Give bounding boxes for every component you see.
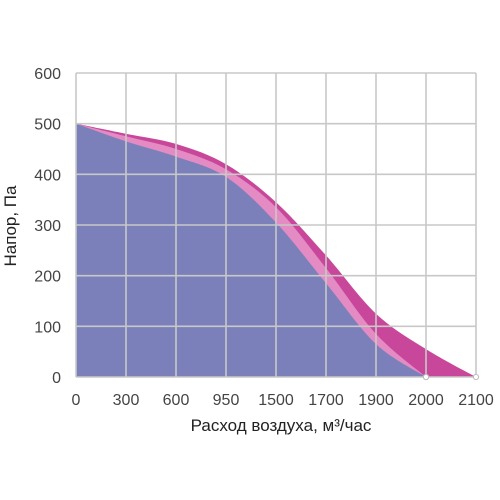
y-tick-labels: 0 100 200 300 400 500 600 <box>34 66 61 387</box>
y-axis-title: Напор, Па <box>1 185 20 267</box>
y-tick-200: 200 <box>34 269 61 286</box>
x-tick-1700: 1700 <box>308 392 344 409</box>
x-tick-300: 300 <box>113 392 140 409</box>
y-tick-500: 500 <box>34 117 61 134</box>
area-series-3 <box>76 123 426 378</box>
x-tick-1900: 1900 <box>358 392 394 409</box>
x-tick-labels: 0 300 600 950 1500 1700 1900 2000 2100 <box>72 392 494 409</box>
y-tick-100: 100 <box>34 319 61 336</box>
x-tick-600: 600 <box>163 392 190 409</box>
y-tick-600: 600 <box>34 66 61 83</box>
y-tick-400: 400 <box>34 167 61 184</box>
end-points <box>422 373 480 381</box>
x-tick-2000: 2000 <box>408 392 444 409</box>
x-tick-0: 0 <box>72 392 81 409</box>
x-tick-1500: 1500 <box>258 392 294 409</box>
x-tick-950: 950 <box>213 392 240 409</box>
x-tick-2100: 2100 <box>458 392 494 409</box>
grid-lines <box>75 72 477 378</box>
y-tick-0: 0 <box>52 370 61 387</box>
endpoint-series-1 <box>472 373 480 381</box>
endpoint-series-3 <box>422 373 430 381</box>
x-axis-title: Расход воздуха, м³/час <box>191 416 372 435</box>
y-tick-300: 300 <box>34 218 61 235</box>
